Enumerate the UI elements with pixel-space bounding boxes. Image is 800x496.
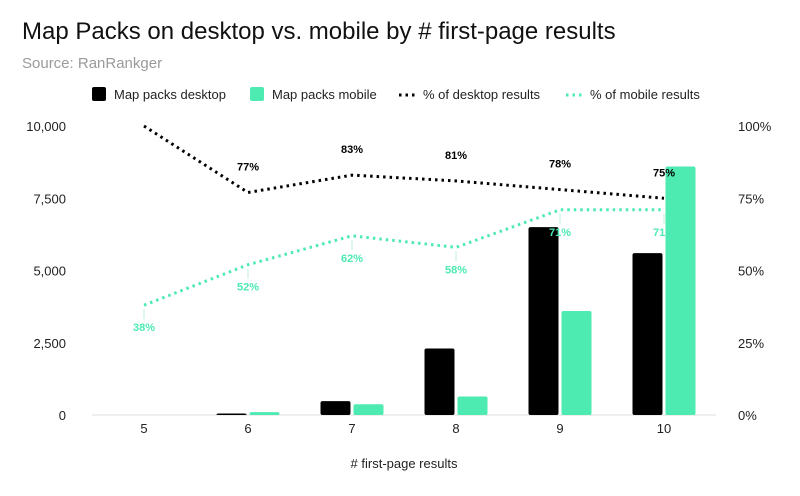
right-tick-label: 75% <box>738 191 764 206</box>
bar-desktop <box>424 348 455 415</box>
mobile-percent-label: 71% <box>549 227 571 239</box>
line-mobile-percent <box>143 208 664 307</box>
right-tick-label: 25% <box>738 336 764 351</box>
chart-subtitle: Source: RanRankger <box>22 55 163 72</box>
x-tick-label: 10 <box>657 421 671 436</box>
x-tick-label: 8 <box>452 421 459 436</box>
bar-mobile <box>249 412 280 415</box>
mobile-percent-label: 58% <box>445 264 467 276</box>
left-tick-label: 7,500 <box>33 191 66 206</box>
desktop-percent-label: 83% <box>341 144 363 156</box>
bar-desktop <box>216 413 247 416</box>
mobile-percent-label: 71% <box>653 227 675 239</box>
x-tick-label: 9 <box>556 421 563 436</box>
bar-desktop <box>632 253 663 415</box>
legend-desktop-bars-label: Map packs desktop <box>114 87 226 102</box>
mobile-percent-label: 62% <box>341 253 363 265</box>
x-tick-label: 7 <box>348 421 355 436</box>
bar-desktop <box>320 401 351 415</box>
right-tick-label: 100% <box>738 119 772 134</box>
desktop-percent-label: 77% <box>237 161 259 173</box>
line-desktop-percent <box>143 124 665 200</box>
mobile-percent-label: 38% <box>133 322 155 334</box>
desktop-percent-label: 78% <box>549 159 571 171</box>
bar-mobile <box>457 396 488 415</box>
legend-mobile-bars-label: Map packs mobile <box>272 87 377 102</box>
right-tick-label: 50% <box>738 264 764 279</box>
legend-desktop-bars-swatch <box>92 87 106 101</box>
x-tick-label: 6 <box>244 421 251 436</box>
legend-mobile-line-label: % of mobile results <box>590 87 700 102</box>
left-tick-label: 5,000 <box>33 264 66 279</box>
bar-desktop <box>528 227 559 415</box>
desktop-percent-label: 81% <box>445 150 467 162</box>
mobile-percent-label: 52% <box>237 282 259 294</box>
legend-mobile-bars-swatch <box>250 87 264 101</box>
bar-mobile <box>665 166 696 415</box>
chart-title: Map Packs on desktop vs. mobile by # fir… <box>22 18 616 45</box>
bar-mobile <box>353 404 384 415</box>
x-tick-label: 5 <box>140 421 147 436</box>
bar-mobile <box>561 310 592 415</box>
legend-desktop-line-label: % of desktop results <box>423 87 541 102</box>
left-tick-label: 0 <box>59 408 66 423</box>
left-tick-label: 10,000 <box>26 119 66 134</box>
left-tick-label: 2,500 <box>33 336 66 351</box>
right-tick-label: 0% <box>738 408 757 423</box>
desktop-percent-label: 75% <box>653 167 675 179</box>
x-axis-title: # first-page results <box>351 456 458 471</box>
